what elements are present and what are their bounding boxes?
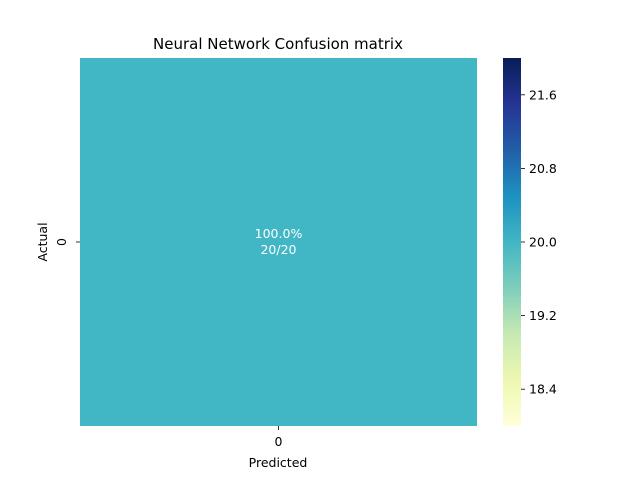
colorbar-gradient (503, 58, 521, 426)
colorbar-tick-label: 19.2 (529, 308, 557, 323)
y-tick-label: 0 (54, 238, 69, 246)
colorbar: 18.4 19.2 20.0 20.8 21.6 (503, 58, 557, 426)
colorbar-tick-label: 20.8 (529, 161, 557, 176)
colorbar-tick-label: 20.0 (529, 235, 557, 250)
x-tick-label: 0 (275, 434, 283, 449)
heatmap-cell (80, 58, 477, 426)
y-axis: 0 (54, 238, 80, 246)
colorbar-ticks: 18.4 19.2 20.0 20.8 21.6 (521, 87, 557, 397)
colorbar-tick-label: 21.6 (529, 87, 557, 102)
cell-annotation: 100.0% (255, 226, 303, 241)
colorbar-tick-label: 18.4 (529, 382, 557, 397)
cell-annotation: 20/20 (260, 242, 296, 257)
x-axis: 0 (275, 426, 283, 449)
heatmap-cells: 100.0%20/20 (80, 58, 477, 426)
chart-title: Neural Network Confusion matrix (153, 35, 403, 53)
y-axis-label: Actual (35, 222, 50, 261)
x-axis-label: Predicted (249, 455, 308, 470)
